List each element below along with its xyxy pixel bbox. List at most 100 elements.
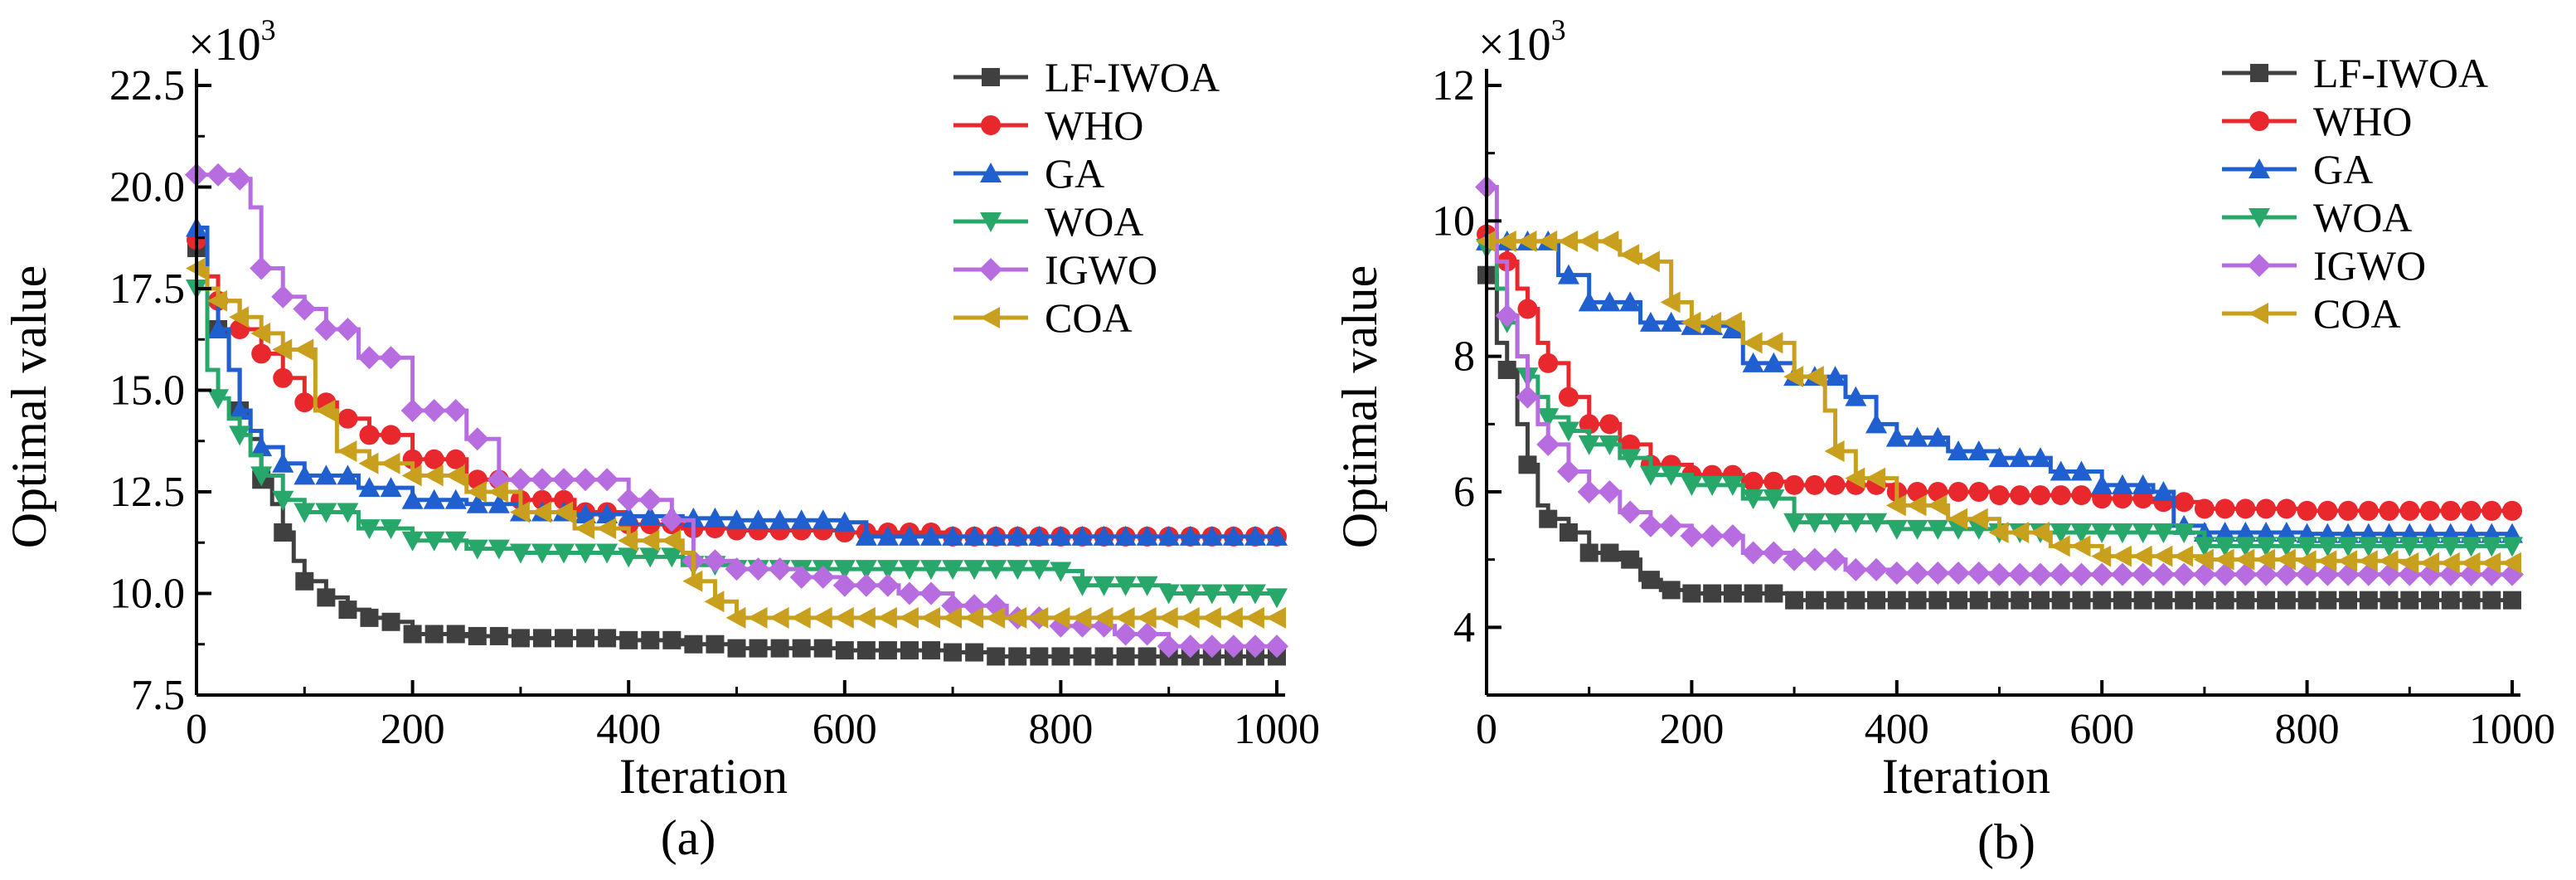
data-point [1783,547,1807,571]
data-point [749,639,768,658]
data-point [1201,606,1221,629]
x-tick-label: 1000 [1234,706,1320,753]
data-point [2357,537,2380,557]
data-point [1114,576,1137,596]
data-point [2010,485,2030,506]
data-point [228,167,252,191]
data-point [1495,304,1519,328]
data-point [1681,311,1701,333]
data-point [2050,535,2070,557]
data-point [555,629,574,648]
data-point [876,606,897,629]
data-point [1927,519,1949,540]
data-point [2481,537,2503,557]
data-point [1865,513,1888,533]
data-point [1028,560,1050,581]
data-point [1621,550,1640,569]
data-point [1824,440,1845,462]
data-point [2008,562,2032,586]
data-point [293,503,316,523]
data-point [444,489,467,509]
data-point [2214,537,2236,557]
data-point [1094,647,1113,666]
data-point [2399,552,2419,574]
data-point [271,284,295,309]
data-point [639,505,662,526]
data-point [1266,525,1288,546]
data-point [2440,500,2461,521]
data-point [2235,498,2256,519]
data-point [1703,584,1722,603]
data-point [2316,537,2339,557]
data-point [980,163,1002,182]
data-point [530,468,554,492]
data-point [2234,522,2257,542]
data-point [1114,525,1137,546]
data-point [229,425,251,446]
data-point [1723,584,1742,603]
data-point [2110,562,2134,586]
data-point [1824,513,1846,533]
data-point [1721,475,1744,496]
data-point [596,503,619,523]
data-point [1537,230,1558,252]
data-point [1539,509,1558,528]
data-point [336,318,360,341]
data-point [1517,299,1538,319]
data-point [1926,562,1950,585]
data-point [251,343,272,364]
data-point [2111,523,2133,543]
data-point [2337,550,2358,572]
data-point [424,449,444,469]
data-point [660,508,684,532]
panel-caption: (a) [661,810,716,865]
data-point [532,629,551,648]
data-point [380,477,402,498]
data-point [922,641,941,660]
data-point [1641,571,1660,590]
data-point [706,634,725,654]
data-point [2215,498,2235,519]
data-point [1598,291,1621,312]
data-point [2214,548,2234,571]
data-point [1537,408,1560,429]
y-tick-label: 6 [1453,469,1475,516]
data-point [2297,591,2316,610]
data-point [1071,606,1092,629]
data-point [942,525,964,546]
series-line [196,266,1277,620]
data-point [272,452,294,473]
data-point [618,547,640,568]
data-point [2502,500,2522,521]
data-point [2215,591,2234,610]
data-point [2091,474,2113,494]
data-point [575,543,597,564]
chart-panel-b: 0 200 400 600 800 1000 4 6 8 10 12×103 Iteration Opt… [1332,13,2555,869]
data-point [2213,562,2237,586]
data-point [1265,634,1288,659]
data-point [401,531,424,552]
data-point [2380,591,2399,610]
data-point [488,493,510,513]
data-point [2316,550,2337,572]
data-point [747,606,768,629]
data-point [898,525,920,546]
data-point [987,647,1006,666]
data-point [595,468,619,492]
data-point [1114,606,1135,629]
data-point [920,560,943,581]
data-point [1050,606,1070,629]
data-point [2050,460,2072,481]
data-point [963,525,986,546]
data-point [2069,562,2093,586]
data-point [1050,562,1072,582]
data-point [2275,537,2297,557]
y-tick-label: 12 [1432,62,1475,109]
data-point [273,367,293,388]
data-point [747,509,769,530]
data-point [403,625,422,644]
data-point [2070,523,2093,543]
data-point [920,606,941,629]
data-point [1221,634,1245,659]
data-point [1598,480,1622,503]
